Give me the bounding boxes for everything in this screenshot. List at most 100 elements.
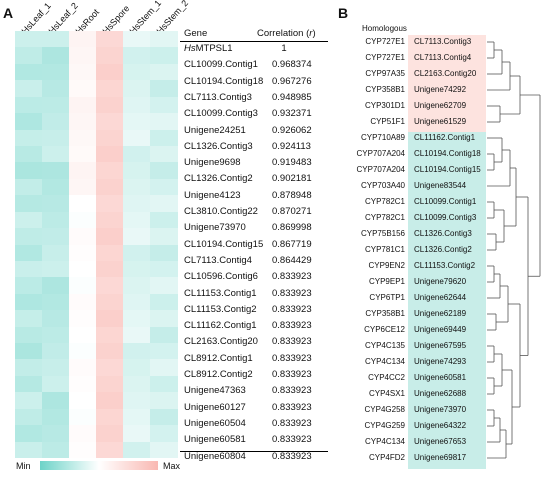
- homologous-header: Homologous: [362, 24, 407, 33]
- heatmap-cell: [96, 244, 124, 262]
- heatmap-cell: [150, 195, 178, 213]
- heatmap-cell: [42, 211, 70, 229]
- table-row-correlation: 0.902181: [272, 173, 312, 185]
- heatmap-cell: [42, 31, 70, 48]
- heatmap-cell: [150, 145, 178, 163]
- heatmap-cell: [15, 96, 43, 114]
- heatmap-cell: [150, 408, 178, 426]
- heatmap-cell: [96, 326, 124, 344]
- homolog-gene: CL2163.Contig20: [414, 69, 477, 78]
- heatmap-cell: [150, 178, 178, 196]
- heatmap-cell: [15, 178, 43, 196]
- heatmap-cell: [96, 129, 124, 147]
- heatmap-cell: [42, 195, 70, 213]
- heatmap-cell: [150, 129, 178, 147]
- heatmap-cell: [15, 211, 43, 229]
- heatmap-cell: [123, 359, 151, 377]
- homolog-name: CYP727E1: [365, 37, 405, 46]
- teal-cluster-band: [408, 132, 486, 469]
- table-row-correlation: 0.967276: [272, 75, 312, 87]
- heatmap-cell: [123, 63, 151, 81]
- table-row-correlation: 0.833923: [272, 401, 312, 413]
- table-row-gene: Unigene60581: [184, 434, 246, 446]
- heatmap-cell: [69, 425, 97, 443]
- table-row-correlation: 0.833923: [272, 303, 312, 315]
- homolog-name: CYP358B1: [365, 309, 405, 318]
- table-row-correlation: 0.833923: [272, 336, 312, 348]
- heatmap: [15, 31, 178, 459]
- table-row-gene: CL11153.Contig2: [184, 303, 257, 315]
- heatmap-cell: [15, 31, 43, 48]
- homolog-name: CYP6TP1: [369, 293, 405, 302]
- heatmap-cell: [15, 145, 43, 163]
- heatmap-cell: [69, 244, 97, 262]
- heatmap-cell: [42, 63, 70, 81]
- homolog-gene: Unigene62189: [414, 309, 467, 318]
- heatmap-cell: [15, 80, 43, 98]
- table-row-correlation: 0.924113: [272, 140, 311, 152]
- heatmap-cell: [15, 326, 43, 344]
- table-top-rule: [180, 41, 328, 42]
- homolog-gene: Unigene62709: [414, 101, 467, 110]
- table-row-correlation: 0.833923: [272, 320, 312, 332]
- heatmap-cell: [96, 63, 124, 81]
- heatmap-cell: [96, 260, 124, 278]
- heatmap-cell: [123, 228, 151, 245]
- heatmap-cell: [150, 392, 178, 410]
- heatmap-cell: [123, 178, 151, 196]
- heatmap-cell: [96, 277, 124, 295]
- homolog-gene: Unigene79620: [414, 277, 467, 286]
- heatmap-cell: [42, 47, 70, 65]
- homolog-gene: Unigene62644: [414, 293, 467, 302]
- table-row-gene: CL2163.Contig20: [184, 336, 258, 348]
- table-row-gene: CL8912.Contig2: [184, 369, 253, 380]
- table-bottom-rule: [180, 451, 328, 452]
- heatmap-cell: [42, 113, 70, 131]
- homolog-gene: Unigene69817: [414, 453, 467, 462]
- correlation-header-text: Correlation (r): [257, 28, 316, 39]
- heatmap-cell: [96, 293, 124, 311]
- homolog-name: CYP727E1: [365, 53, 405, 62]
- heatmap-cell: [69, 392, 97, 410]
- heatmap-cell: [42, 326, 70, 344]
- pink-cluster-band: [408, 35, 486, 132]
- heatmap-cell: [42, 129, 70, 147]
- heatmap-cell: [69, 228, 97, 245]
- heatmap-cell: [150, 31, 178, 48]
- legend-max-label: Max: [163, 461, 181, 471]
- heatmap-cell: [96, 80, 124, 98]
- heatmap-cell: [15, 310, 43, 328]
- table-row-correlation: 1: [281, 43, 287, 54]
- heatmap-cell: [69, 63, 97, 81]
- heatmap-cell: [96, 178, 124, 196]
- heatmap-cell: [42, 359, 70, 377]
- table-row-gene: Unigene24251: [184, 124, 246, 136]
- table-row-gene: CL10099.Contig1: [184, 59, 258, 71]
- heatmap-cell: [123, 195, 151, 213]
- table-row-correlation: 0.878948: [272, 189, 312, 201]
- heatmap-cell: [15, 244, 43, 262]
- heatmap-cell: [123, 162, 151, 180]
- table-row-correlation: 0.919483: [272, 157, 312, 169]
- heatmap-cell: [69, 178, 97, 196]
- heatmap-cell: [123, 145, 151, 163]
- table-row-correlation: 0.948985: [272, 91, 312, 103]
- homolog-gene: Unigene74292: [414, 85, 467, 94]
- heatmap-cell: [96, 375, 124, 393]
- table-row-correlation: 0.968374: [272, 59, 312, 71]
- table-row-correlation: 0.833923: [272, 450, 312, 462]
- homolog-gene: CL10194.Contig15: [414, 165, 481, 174]
- table-row-gene: CL1326.Contig2: [184, 173, 253, 185]
- homolog-name: CYP97A35: [365, 69, 405, 78]
- homolog-gene: CL7113.Contig4: [414, 53, 472, 62]
- heatmap-cell: [123, 293, 151, 311]
- heatmap-cell: [150, 260, 178, 278]
- homolog-gene: CL10194.Contig18: [414, 149, 481, 158]
- heatmap-cell: [150, 310, 178, 328]
- heatmap-cell: [15, 293, 43, 311]
- heatmap-cell: [42, 96, 70, 114]
- table-row-gene: Unigene73970: [184, 222, 246, 234]
- heatmap-cell: [42, 408, 70, 426]
- heatmap-cell: [69, 211, 97, 229]
